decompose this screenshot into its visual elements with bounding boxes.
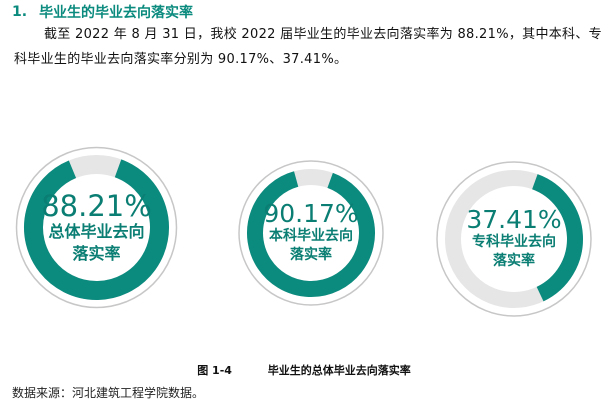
figure-caption: 图 1-4 毕业生的总体毕业去向落实率	[0, 362, 608, 378]
college-rate-value: 37.41%	[466, 204, 562, 234]
summary-paragraph: 截至 2022 年 8 月 31 日，我校 2022 届毕业生的毕业去向落实率为…	[14, 27, 602, 67]
overall-rate-label-line2: 落实率	[72, 243, 121, 263]
section-number: 1.	[12, 4, 28, 20]
figure-title: 毕业生的总体毕业去向落实率	[267, 364, 411, 377]
undergraduate-rate-label-line2: 落实率	[290, 247, 332, 264]
overall-outer-outline	[15, 146, 178, 309]
college-rate-ring: 37.41% 专科毕业去向 落实率	[436, 155, 592, 323]
overall-rate-label-line1: 总体毕业去向	[48, 222, 145, 242]
overall-rate-ring: 88.21% 总体毕业去向 落实率	[14, 130, 179, 325]
data-source-note: 数据来源：河北建筑工程学院数据。	[12, 386, 205, 400]
college-rate-label-line1: 专科毕业去向	[472, 234, 556, 251]
undergraduate-rate-ring: 90.17% 本科毕业去向 落实率	[237, 148, 385, 318]
overall-rate-value: 88.21%	[41, 188, 152, 223]
undergraduate-rate-value: 90.17%	[263, 198, 359, 228]
college-rate-donut	[436, 161, 592, 317]
section-heading: 1. 毕业生的毕业去向落实率	[12, 2, 193, 22]
undergraduate-outer-outline	[238, 160, 384, 306]
college-rate-arc	[531, 174, 583, 302]
college-rate-label-line2: 落实率	[493, 253, 535, 270]
undergraduate-rate-arc	[247, 171, 375, 297]
college-outer-outline	[436, 161, 592, 317]
figure-number: 图 1-4	[197, 364, 232, 377]
section-title: 毕业生的毕业去向落实率	[39, 5, 194, 21]
undergraduate-rate-donut	[238, 160, 384, 306]
overall-rate-arc	[24, 159, 169, 300]
undergraduate-rate-label-line1: 本科毕业去向	[269, 228, 353, 245]
overall-rate-donut	[15, 146, 178, 309]
